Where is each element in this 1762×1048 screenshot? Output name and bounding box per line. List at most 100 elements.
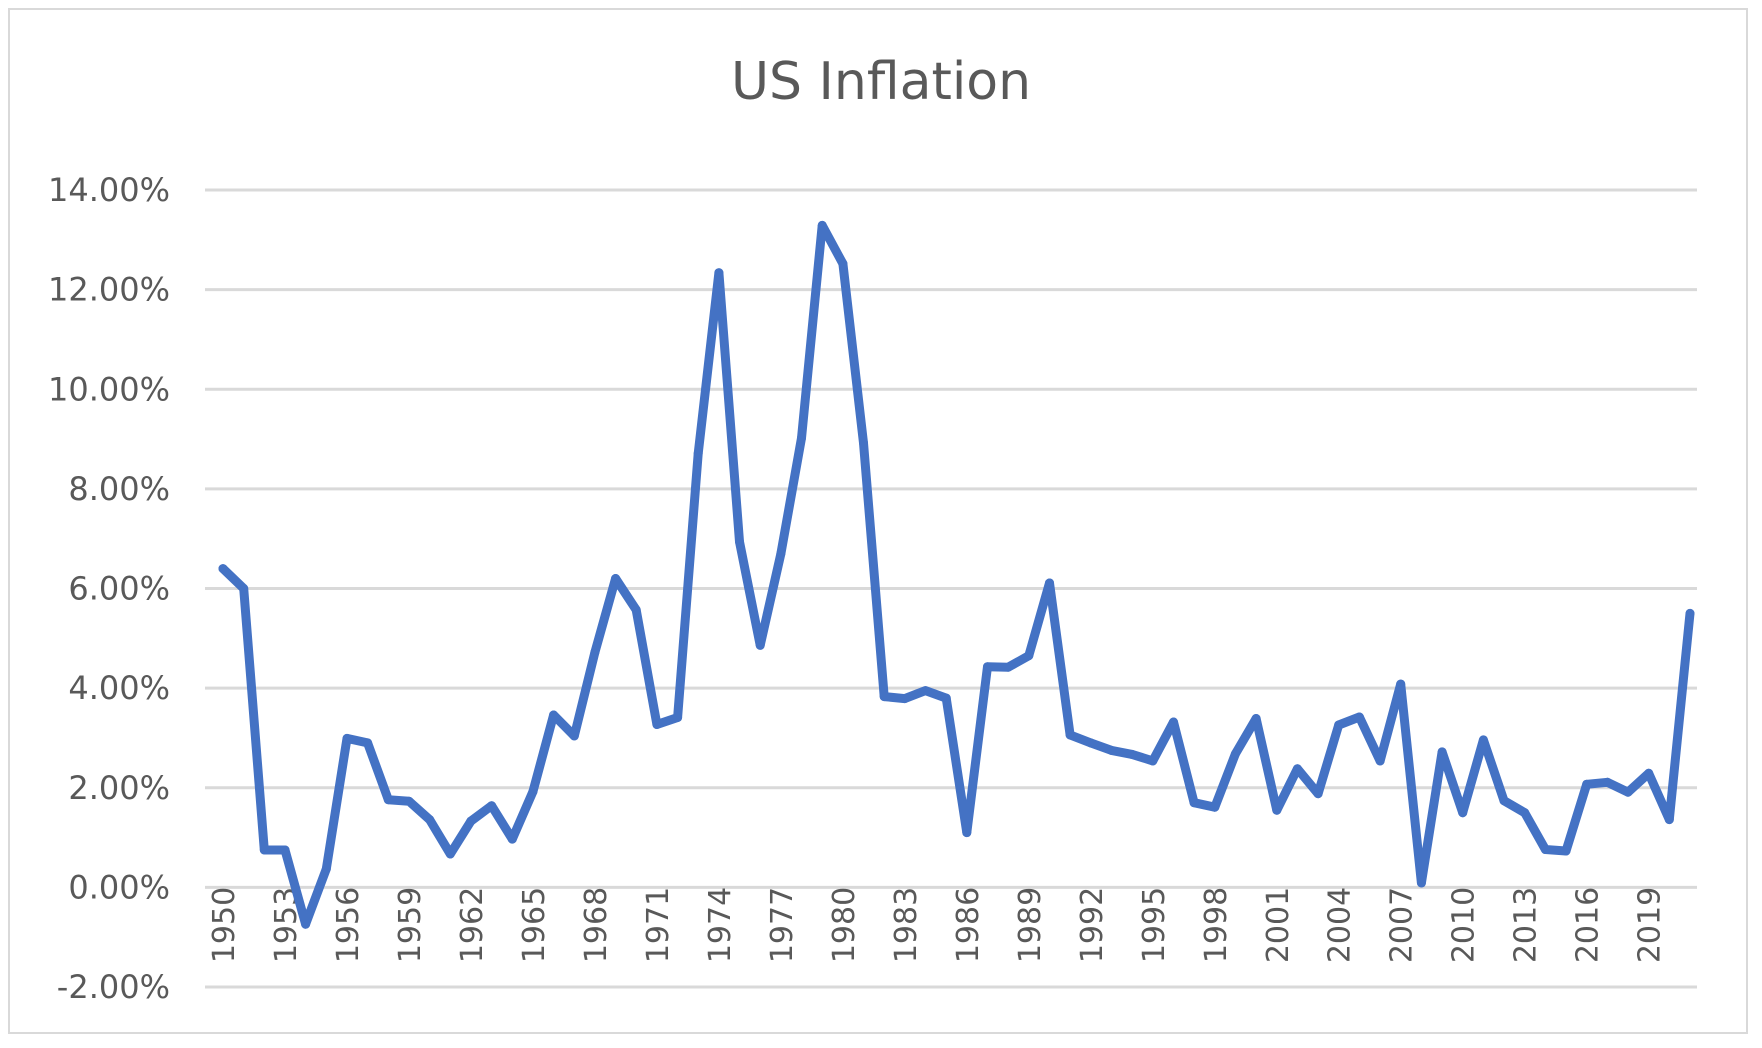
data-point — [1127, 749, 1137, 759]
data-point — [879, 692, 889, 702]
y-tick-label: 14.00% — [48, 171, 170, 209]
data-point — [1458, 808, 1468, 818]
data-point — [342, 733, 352, 743]
data-point — [1623, 787, 1633, 797]
data-point — [817, 220, 827, 230]
data-point — [259, 845, 269, 855]
x-tick-label: 1977 — [765, 887, 800, 963]
x-tick-label: 2001 — [1261, 887, 1296, 963]
data-point — [239, 584, 249, 593]
x-tick-label: 1959 — [393, 887, 428, 963]
data-point — [714, 268, 724, 278]
x-tick-label: 1962 — [455, 887, 490, 963]
y-tick-label: 6.00% — [68, 570, 170, 608]
chart-title: US Inflation — [730, 52, 1032, 112]
data-point — [404, 796, 414, 806]
data-point — [528, 787, 538, 797]
data-point — [962, 828, 972, 838]
x-tick-label: 1980 — [827, 887, 862, 963]
data-point — [735, 537, 744, 547]
data-point — [1189, 798, 1199, 808]
data-point — [1437, 747, 1447, 757]
data-point — [321, 864, 331, 874]
data-point — [1561, 846, 1571, 856]
data-point — [363, 738, 373, 748]
data-point — [797, 433, 806, 443]
data-point — [1086, 738, 1096, 748]
data-point — [1292, 764, 1302, 774]
data-point — [1210, 802, 1220, 812]
data-point — [1251, 714, 1261, 723]
series-line — [218, 220, 1695, 929]
x-tick-label: 1950 — [207, 887, 242, 963]
data-point — [1230, 749, 1240, 759]
data-point — [838, 259, 848, 269]
data-point — [1602, 777, 1612, 787]
data-point — [776, 549, 786, 559]
data-point — [1520, 808, 1530, 818]
x-tick-label: 1956 — [331, 887, 366, 963]
data-point — [921, 686, 930, 696]
series-layer — [218, 220, 1695, 929]
data-point — [1169, 717, 1178, 727]
x-tick-label: 2016 — [1571, 887, 1606, 963]
data-point — [1499, 796, 1509, 806]
data-point — [569, 731, 579, 741]
data-point — [425, 815, 435, 825]
data-point — [755, 640, 765, 650]
data-point — [652, 720, 662, 729]
x-tick-label: 1992 — [1075, 887, 1110, 963]
x-tick-label: 1995 — [1137, 887, 1172, 963]
data-point — [549, 710, 559, 720]
y-axis-tick-labels: -2.00% 0.00% 2.00% 4.00% 6.00% 8.00% 10.00% 12.… — [48, 171, 170, 1006]
data-point — [1396, 679, 1406, 689]
x-tick-label: 1971 — [641, 887, 676, 963]
x-tick-label: 1986 — [951, 887, 986, 963]
data-point — [590, 647, 600, 657]
data-point — [900, 694, 910, 704]
x-tick-label: 2013 — [1509, 887, 1544, 963]
x-axis-tick-labels: 1950 1953 1956 1959 1962 1965 1968 1971 1974 1977… — [207, 887, 1668, 963]
data-point — [693, 449, 703, 458]
data-point — [1664, 815, 1674, 825]
data-point — [1478, 735, 1488, 745]
data-point — [1272, 805, 1282, 815]
y-tick-label: 2.00% — [68, 769, 170, 807]
data-point — [983, 662, 992, 672]
data-point — [1024, 651, 1034, 661]
data-point — [1416, 878, 1426, 888]
x-tick-label: 1968 — [579, 887, 614, 963]
data-point — [631, 605, 641, 615]
data-point — [1065, 730, 1075, 740]
data-point — [859, 438, 868, 448]
x-tick-label: 2019 — [1633, 887, 1668, 963]
y-tick-label: -2.00% — [57, 968, 170, 1006]
x-tick-label: 1998 — [1199, 887, 1234, 963]
data-point — [218, 564, 228, 574]
data-point — [1003, 662, 1013, 672]
gridlines — [205, 188, 1697, 989]
y-tick-label: 12.00% — [48, 271, 170, 309]
x-tick-label: 1965 — [517, 887, 552, 963]
data-point — [1685, 608, 1695, 618]
data-point — [1582, 779, 1592, 789]
x-tick-label: 1974 — [703, 887, 738, 963]
y-tick-label: 0.00% — [68, 868, 170, 906]
data-point — [941, 693, 951, 703]
data-point — [487, 801, 497, 811]
data-point — [1107, 745, 1116, 755]
y-tick-label: 10.00% — [48, 370, 170, 408]
data-point — [383, 795, 393, 805]
x-tick-label: 2004 — [1323, 887, 1358, 963]
y-tick-label: 4.00% — [68, 669, 170, 707]
data-point — [1334, 720, 1344, 730]
data-point — [280, 845, 290, 855]
data-point — [1540, 845, 1550, 854]
data-point — [1148, 756, 1158, 766]
data-point — [1045, 578, 1054, 588]
data-point — [1354, 712, 1364, 722]
data-point — [507, 834, 517, 844]
data-point — [301, 919, 311, 929]
data-point — [445, 849, 455, 859]
